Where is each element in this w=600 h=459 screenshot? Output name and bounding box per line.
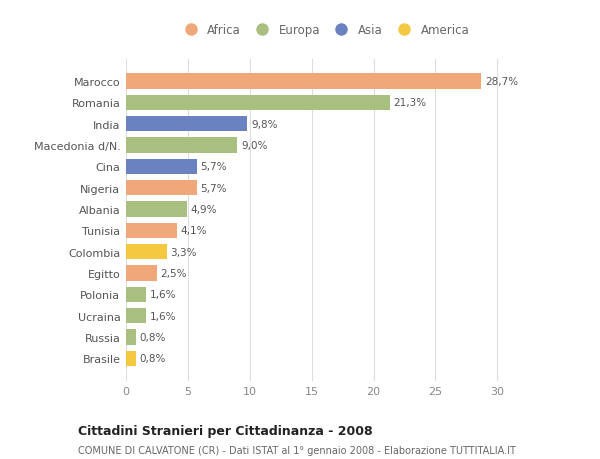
Bar	[126, 287, 146, 302]
Text: COMUNE DI CALVATONE (CR) - Dati ISTAT al 1° gennaio 2008 - Elaborazione TUTTITAL: COMUNE DI CALVATONE (CR) - Dati ISTAT al…	[78, 445, 516, 455]
Bar	[126, 181, 197, 196]
Bar	[126, 159, 197, 175]
Text: 4,1%: 4,1%	[181, 226, 207, 236]
Bar	[126, 308, 146, 324]
Bar	[126, 95, 389, 111]
Text: 9,0%: 9,0%	[241, 141, 268, 151]
Bar	[126, 117, 247, 132]
Text: 0,8%: 0,8%	[140, 332, 166, 342]
Bar	[126, 330, 136, 345]
Text: 9,8%: 9,8%	[251, 119, 277, 129]
Text: 4,9%: 4,9%	[190, 205, 217, 215]
Bar	[126, 266, 157, 281]
Text: 1,6%: 1,6%	[149, 311, 176, 321]
Bar	[126, 245, 167, 260]
Bar	[126, 138, 238, 153]
Bar	[126, 74, 481, 90]
Text: 5,7%: 5,7%	[200, 162, 227, 172]
Bar	[126, 202, 187, 218]
Text: 0,8%: 0,8%	[140, 354, 166, 364]
Text: 28,7%: 28,7%	[485, 77, 518, 87]
Legend: Africa, Europa, Asia, America: Africa, Europa, Asia, America	[179, 24, 469, 37]
Text: 2,5%: 2,5%	[161, 269, 187, 279]
Bar	[126, 223, 177, 239]
Text: 21,3%: 21,3%	[394, 98, 427, 108]
Text: 1,6%: 1,6%	[149, 290, 176, 300]
Text: 5,7%: 5,7%	[200, 184, 227, 193]
Text: 3,3%: 3,3%	[170, 247, 197, 257]
Text: Cittadini Stranieri per Cittadinanza - 2008: Cittadini Stranieri per Cittadinanza - 2…	[78, 425, 373, 437]
Bar	[126, 351, 136, 366]
